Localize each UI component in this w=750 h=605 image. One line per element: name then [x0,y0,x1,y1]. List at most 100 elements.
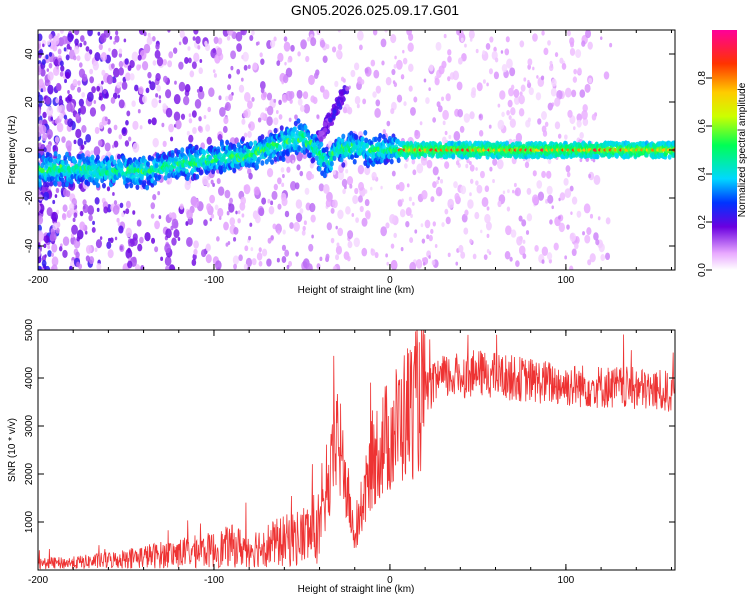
noise-cell [79,221,86,231]
noise-cell [288,260,293,267]
snr-ylabel: SNR (10 * v/v) [7,418,18,482]
noise-cell [183,95,190,106]
track-cell [232,167,237,174]
noise-cell [475,180,479,186]
track-cell [45,181,50,188]
noise-cell [76,55,81,62]
noise-cell [217,207,224,218]
noise-cell [475,48,479,54]
noise-cell [498,200,502,206]
noise-cell [117,94,121,99]
noise-cell [123,38,127,43]
noise-cell [266,167,274,178]
noise-cell [434,77,440,86]
noise-cell [38,94,43,103]
noise-cell [113,78,117,83]
noise-cell [182,36,189,45]
noise-cell [573,68,578,75]
noise-cell [482,50,486,55]
track-cell [127,168,132,174]
noise-cell [213,36,219,45]
noise-cell [416,163,424,174]
noise-cell [414,129,421,140]
noise-cell [41,259,47,267]
noise-cell [425,97,430,104]
noise-cell [101,106,105,112]
noise-cell [156,84,161,92]
noise-cell [310,37,317,47]
noise-cell [421,238,426,244]
noise-cell [551,205,554,210]
noise-cell [395,184,400,190]
track-cell [296,118,301,124]
noise-cell [525,230,530,235]
noise-cell [554,97,561,107]
track-cell [322,172,327,179]
noise-cell [135,264,141,270]
noise-cell [217,133,223,141]
noise-cell [527,117,531,123]
noise-cell [137,243,143,252]
noise-cell [86,91,94,102]
noise-cell [547,194,554,204]
noise-cell [406,183,410,188]
noise-cell [483,254,488,260]
noise-cell [364,210,371,219]
noise-cell [391,170,396,177]
noise-cell [248,123,252,129]
noise-cell [54,118,59,125]
noise-cell [57,33,60,38]
noise-cell [62,204,68,212]
noise-cell [576,210,582,218]
noise-cell [506,58,513,69]
noise-cell [564,188,572,199]
noise-cell [453,181,458,189]
noise-cell [332,199,338,209]
noise-cell [38,101,43,107]
noise-cell [569,265,574,270]
noise-cell [188,113,192,118]
track-cell [86,180,91,187]
noise-cell [532,33,538,42]
noise-cell [403,101,407,107]
noise-cell [191,61,197,69]
noise-cell [288,117,292,122]
noise-cell [497,103,501,108]
noise-cell [157,190,161,196]
noise-cell [541,259,545,264]
noise-cell [38,65,42,76]
spectrogram-ytick-label: 20 [24,96,35,108]
noise-cell [131,100,136,108]
noise-cell [162,140,167,148]
noise-cell [431,259,436,266]
noise-cell [189,70,195,78]
noise-cell [124,140,130,147]
track-cell [380,157,385,164]
noise-cell [567,109,573,118]
track-cell [504,140,509,147]
noise-cell [136,219,142,227]
noise-cell [561,62,567,70]
noise-cell [385,253,388,258]
spectrogram-ytick-label: 40 [24,48,35,60]
spectrogram-ytick-label: 0 [24,147,35,153]
snr-plot-area [38,330,675,570]
noise-cell [461,213,468,223]
noise-cell [277,230,281,235]
noise-cell [50,116,53,121]
track-cell [260,160,265,166]
noise-cell [493,71,499,80]
noise-cell [128,136,132,142]
noise-cell [85,46,90,52]
noise-cell [513,88,520,98]
noise-cell [222,125,228,134]
noise-cell [218,95,222,101]
noise-cell [100,51,107,62]
noise-cell [59,30,64,34]
noise-cell [313,72,319,79]
track-cell [95,182,100,188]
noise-cell [541,170,546,179]
noise-cell [94,52,101,62]
noise-cell [518,215,523,222]
noise-cell [542,130,548,137]
